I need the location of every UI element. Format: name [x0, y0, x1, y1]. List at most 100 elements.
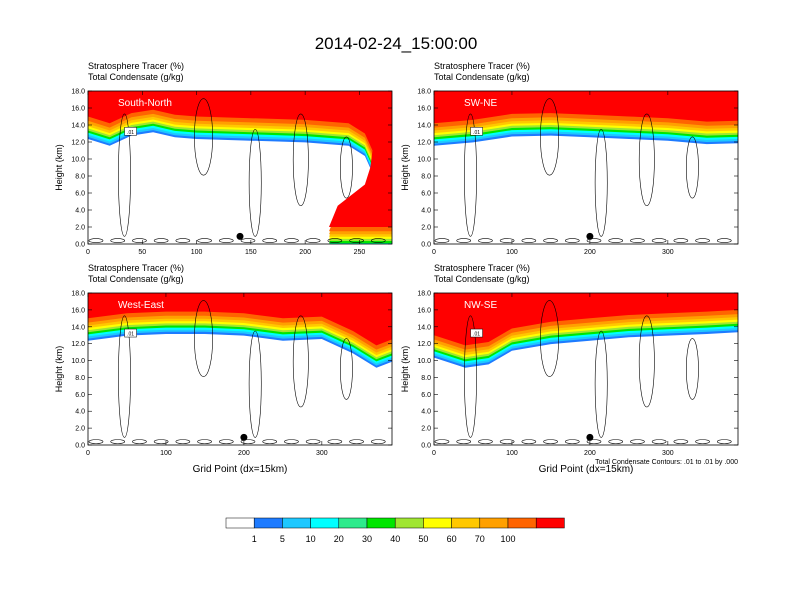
colorbar-swatch — [282, 517, 311, 529]
contour-label: .01 — [124, 328, 137, 338]
y-tick-label: 6.0 — [421, 392, 431, 399]
condensate-contour — [197, 238, 212, 243]
y-tick-label: 0.0 — [75, 242, 85, 249]
y-tick-label: 16.0 — [417, 106, 431, 113]
location-marker — [240, 433, 248, 441]
condensate-contour — [478, 238, 493, 243]
y-tick-label: 10.0 — [71, 157, 85, 164]
condensate-contour — [118, 113, 131, 237]
colorbar-label: 20 — [334, 534, 344, 544]
condensate-contour — [327, 439, 343, 444]
y-axis-label: Height (km) — [54, 144, 64, 191]
y-tick-label: 2.0 — [421, 426, 431, 433]
y-tick-label: 16.0 — [417, 307, 431, 314]
plot-frame — [87, 292, 393, 446]
condensate-contour — [521, 439, 537, 444]
y-tick-label: 4.0 — [75, 208, 85, 215]
x-tick-label: 100 — [506, 249, 518, 256]
colorbar-swatch — [423, 517, 452, 529]
x-tick-label: 0 — [86, 249, 90, 256]
y-tick-label: 18.0 — [71, 291, 85, 298]
condensate-contour — [118, 315, 131, 438]
condensate-contour — [340, 338, 353, 400]
location-marker — [586, 232, 594, 240]
condensate-contour — [110, 439, 126, 444]
section-name-label: SW-NE — [464, 98, 497, 109]
colorbar-swatch — [451, 517, 481, 529]
condensate-contour — [630, 238, 645, 243]
x-tick-label: 0 — [86, 450, 90, 457]
condensate-contour — [370, 439, 386, 444]
condensate-contour — [292, 315, 309, 408]
colorbar-label: 1 — [252, 534, 257, 544]
contour-note: Total Condensate Contours: .01 to .01 by… — [595, 459, 738, 466]
condensate-contour — [716, 238, 732, 243]
x-tick-label: 150 — [245, 249, 257, 256]
condensate-contour — [305, 238, 321, 243]
condensate-contour — [349, 238, 364, 243]
condensate-contour — [586, 439, 602, 444]
condensate-contour — [132, 238, 147, 243]
panel-header-condensate: Total Condensate (g/kg) — [88, 274, 184, 284]
x-axis-label: Grid Point (dx=15km) — [539, 464, 634, 475]
condensate-contour — [194, 98, 213, 176]
condensate-contour — [153, 238, 169, 243]
condensate-contour — [327, 238, 343, 243]
condensate-contour — [248, 128, 262, 237]
condensate-contour — [464, 315, 477, 438]
y-tick-label: 0.0 — [421, 443, 431, 450]
condensate-contour — [630, 439, 645, 444]
condensate-contour — [262, 439, 278, 444]
condensate-contour — [594, 330, 608, 438]
y-tick-label: 12.0 — [71, 341, 85, 348]
colorbar-swatch — [507, 517, 537, 529]
x-tick-label: 300 — [662, 249, 674, 256]
colorbar-swatch — [535, 517, 565, 529]
tracer-top — [88, 91, 392, 105]
y-tick-label: 0.0 — [421, 242, 431, 249]
condensate-contour — [456, 439, 472, 444]
location-marker — [586, 433, 594, 441]
y-tick-label: 12.0 — [71, 140, 85, 147]
y-tick-label: 8.0 — [421, 174, 431, 181]
condensate-contour — [543, 238, 558, 243]
panel-sw-ne: Stratosphere Tracer (%)Total Condensate … — [400, 61, 739, 256]
y-tick-label: 0.0 — [75, 443, 85, 450]
panel-header-tracer: Stratosphere Tracer (%) — [434, 61, 530, 71]
y-axis-label: Height (km) — [400, 346, 410, 393]
y-tick-label: 8.0 — [75, 375, 85, 382]
condensate-contour — [456, 238, 472, 243]
plot-area: .01 NW-SE — [434, 293, 738, 445]
tracer-top — [434, 293, 738, 307]
y-tick-label: 6.0 — [75, 191, 85, 198]
y-tick-label: 6.0 — [75, 392, 85, 399]
y-tick-label: 14.0 — [417, 123, 431, 130]
panel-west-east: Stratosphere Tracer (%)Total Condensate … — [54, 263, 393, 475]
y-tick-label: 2.0 — [75, 426, 85, 433]
colorbar-label: 40 — [390, 534, 400, 544]
x-tick-label: 200 — [299, 249, 311, 256]
condensate-contour — [194, 300, 213, 377]
contour-label: .01 — [470, 328, 483, 338]
x-tick-label: 100 — [506, 450, 518, 457]
panel-header-condensate: Total Condensate (g/kg) — [434, 72, 530, 82]
y-tick-label: 14.0 — [417, 324, 431, 331]
colorbar-label: 5 — [280, 534, 285, 544]
colorbar-label: 10 — [306, 534, 316, 544]
condensate-contour — [284, 238, 299, 243]
y-tick-label: 2.0 — [421, 225, 431, 232]
y-tick-label: 16.0 — [71, 106, 85, 113]
y-tick-label: 12.0 — [417, 140, 431, 147]
y-axis-label: Height (km) — [54, 346, 64, 393]
condensate-contour — [240, 238, 256, 243]
plot-frame — [433, 90, 739, 245]
y-axis-label: Height (km) — [400, 144, 410, 191]
contour-label: .01 — [124, 127, 137, 136]
condensate-contour — [540, 98, 559, 176]
condensate-contour — [153, 439, 169, 444]
condensate-contour — [197, 439, 212, 444]
condensate-contour — [434, 439, 450, 444]
condensate-contour — [132, 439, 147, 444]
svg-text:.01: .01 — [127, 332, 134, 338]
svg-text:.01: .01 — [127, 130, 134, 136]
